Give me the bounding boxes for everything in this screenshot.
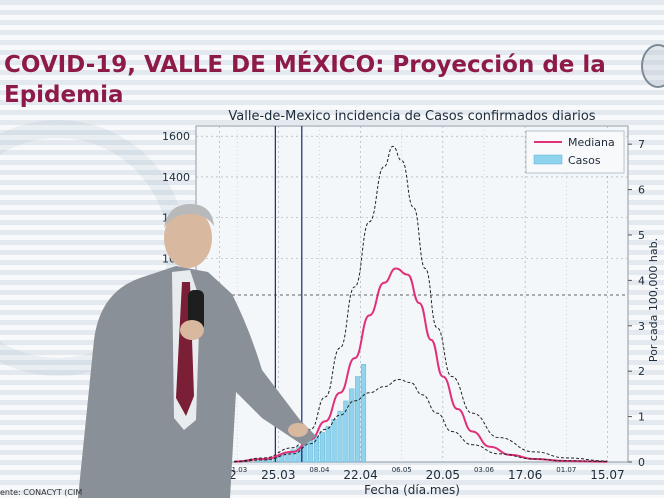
x-tick-label: 25.03 (261, 468, 295, 482)
y2-tick-label: 2 (638, 365, 645, 378)
cases-bar (319, 432, 325, 463)
cases-bar (313, 436, 320, 463)
cases-bar (360, 364, 367, 463)
x-tick-label: 22.04 (343, 468, 377, 482)
y2-tick-label: 1 (638, 411, 645, 424)
y2-tick-label: 5 (638, 229, 645, 242)
x-minor-tick-label: 08.04 (309, 466, 330, 474)
legend-cases-swatch (533, 154, 563, 165)
legend-median-label: Mediana (568, 136, 615, 149)
cases-bar (337, 410, 343, 463)
cases-bar (349, 388, 355, 463)
x-axis-label: Fecha (día.mes) (364, 483, 460, 497)
government-seal-icon (641, 44, 664, 88)
x-tick-label: 15.07 (590, 468, 624, 482)
legend-box (525, 130, 625, 174)
cases-bar (308, 440, 314, 463)
chart-title: Valle-de-Mexico incidencia de Casos conf… (228, 109, 595, 124)
presenter-pointing-hand (288, 423, 308, 437)
cases-bar (255, 460, 261, 463)
y-tick-label: 1600 (162, 130, 190, 143)
upper-bound-line (234, 145, 608, 462)
right-axis-label: Por cada 100,000 hab. (647, 238, 660, 362)
lower-bound-line (234, 379, 608, 463)
x-minor-tick-label: 11.03 (227, 466, 247, 474)
y2-tick-label: 0 (638, 456, 645, 469)
cases-bar (261, 459, 267, 463)
cases-bar (325, 426, 331, 463)
x-tick-label: 20.05 (426, 468, 460, 482)
presenter-figure (78, 204, 316, 498)
x-minor-tick-label: 03.06 (474, 466, 495, 474)
cases-bars (255, 364, 367, 463)
presenter-head (164, 208, 212, 268)
presenter-hand (180, 320, 204, 340)
x-minor-tick-label: 06.05 (392, 466, 412, 474)
slide-title: COVID-19, VALLE DE MÉXICO: Proyección de… (4, 52, 606, 108)
y2-tick-label: 6 (638, 184, 645, 197)
x-minor-tick-label: 01.07 (556, 466, 576, 474)
source-caption: ente: CONACYT (CIM (0, 488, 83, 497)
y2-tick-label: 3 (638, 320, 645, 333)
presenter-hair (164, 204, 214, 228)
cases-bar (355, 376, 361, 463)
cases-bar (290, 449, 296, 463)
x-tick-label: 17.06 (508, 468, 542, 482)
cases-bar (343, 400, 349, 463)
legend-cases-label: Casos (568, 154, 601, 167)
y2-tick-label: 7 (638, 138, 645, 151)
cases-bar (302, 443, 308, 463)
chart-legend: Mediana Casos (525, 130, 625, 174)
cases-bar (331, 419, 337, 463)
y-tick-label: 1400 (162, 171, 190, 184)
y2-tick-label: 4 (638, 274, 645, 287)
